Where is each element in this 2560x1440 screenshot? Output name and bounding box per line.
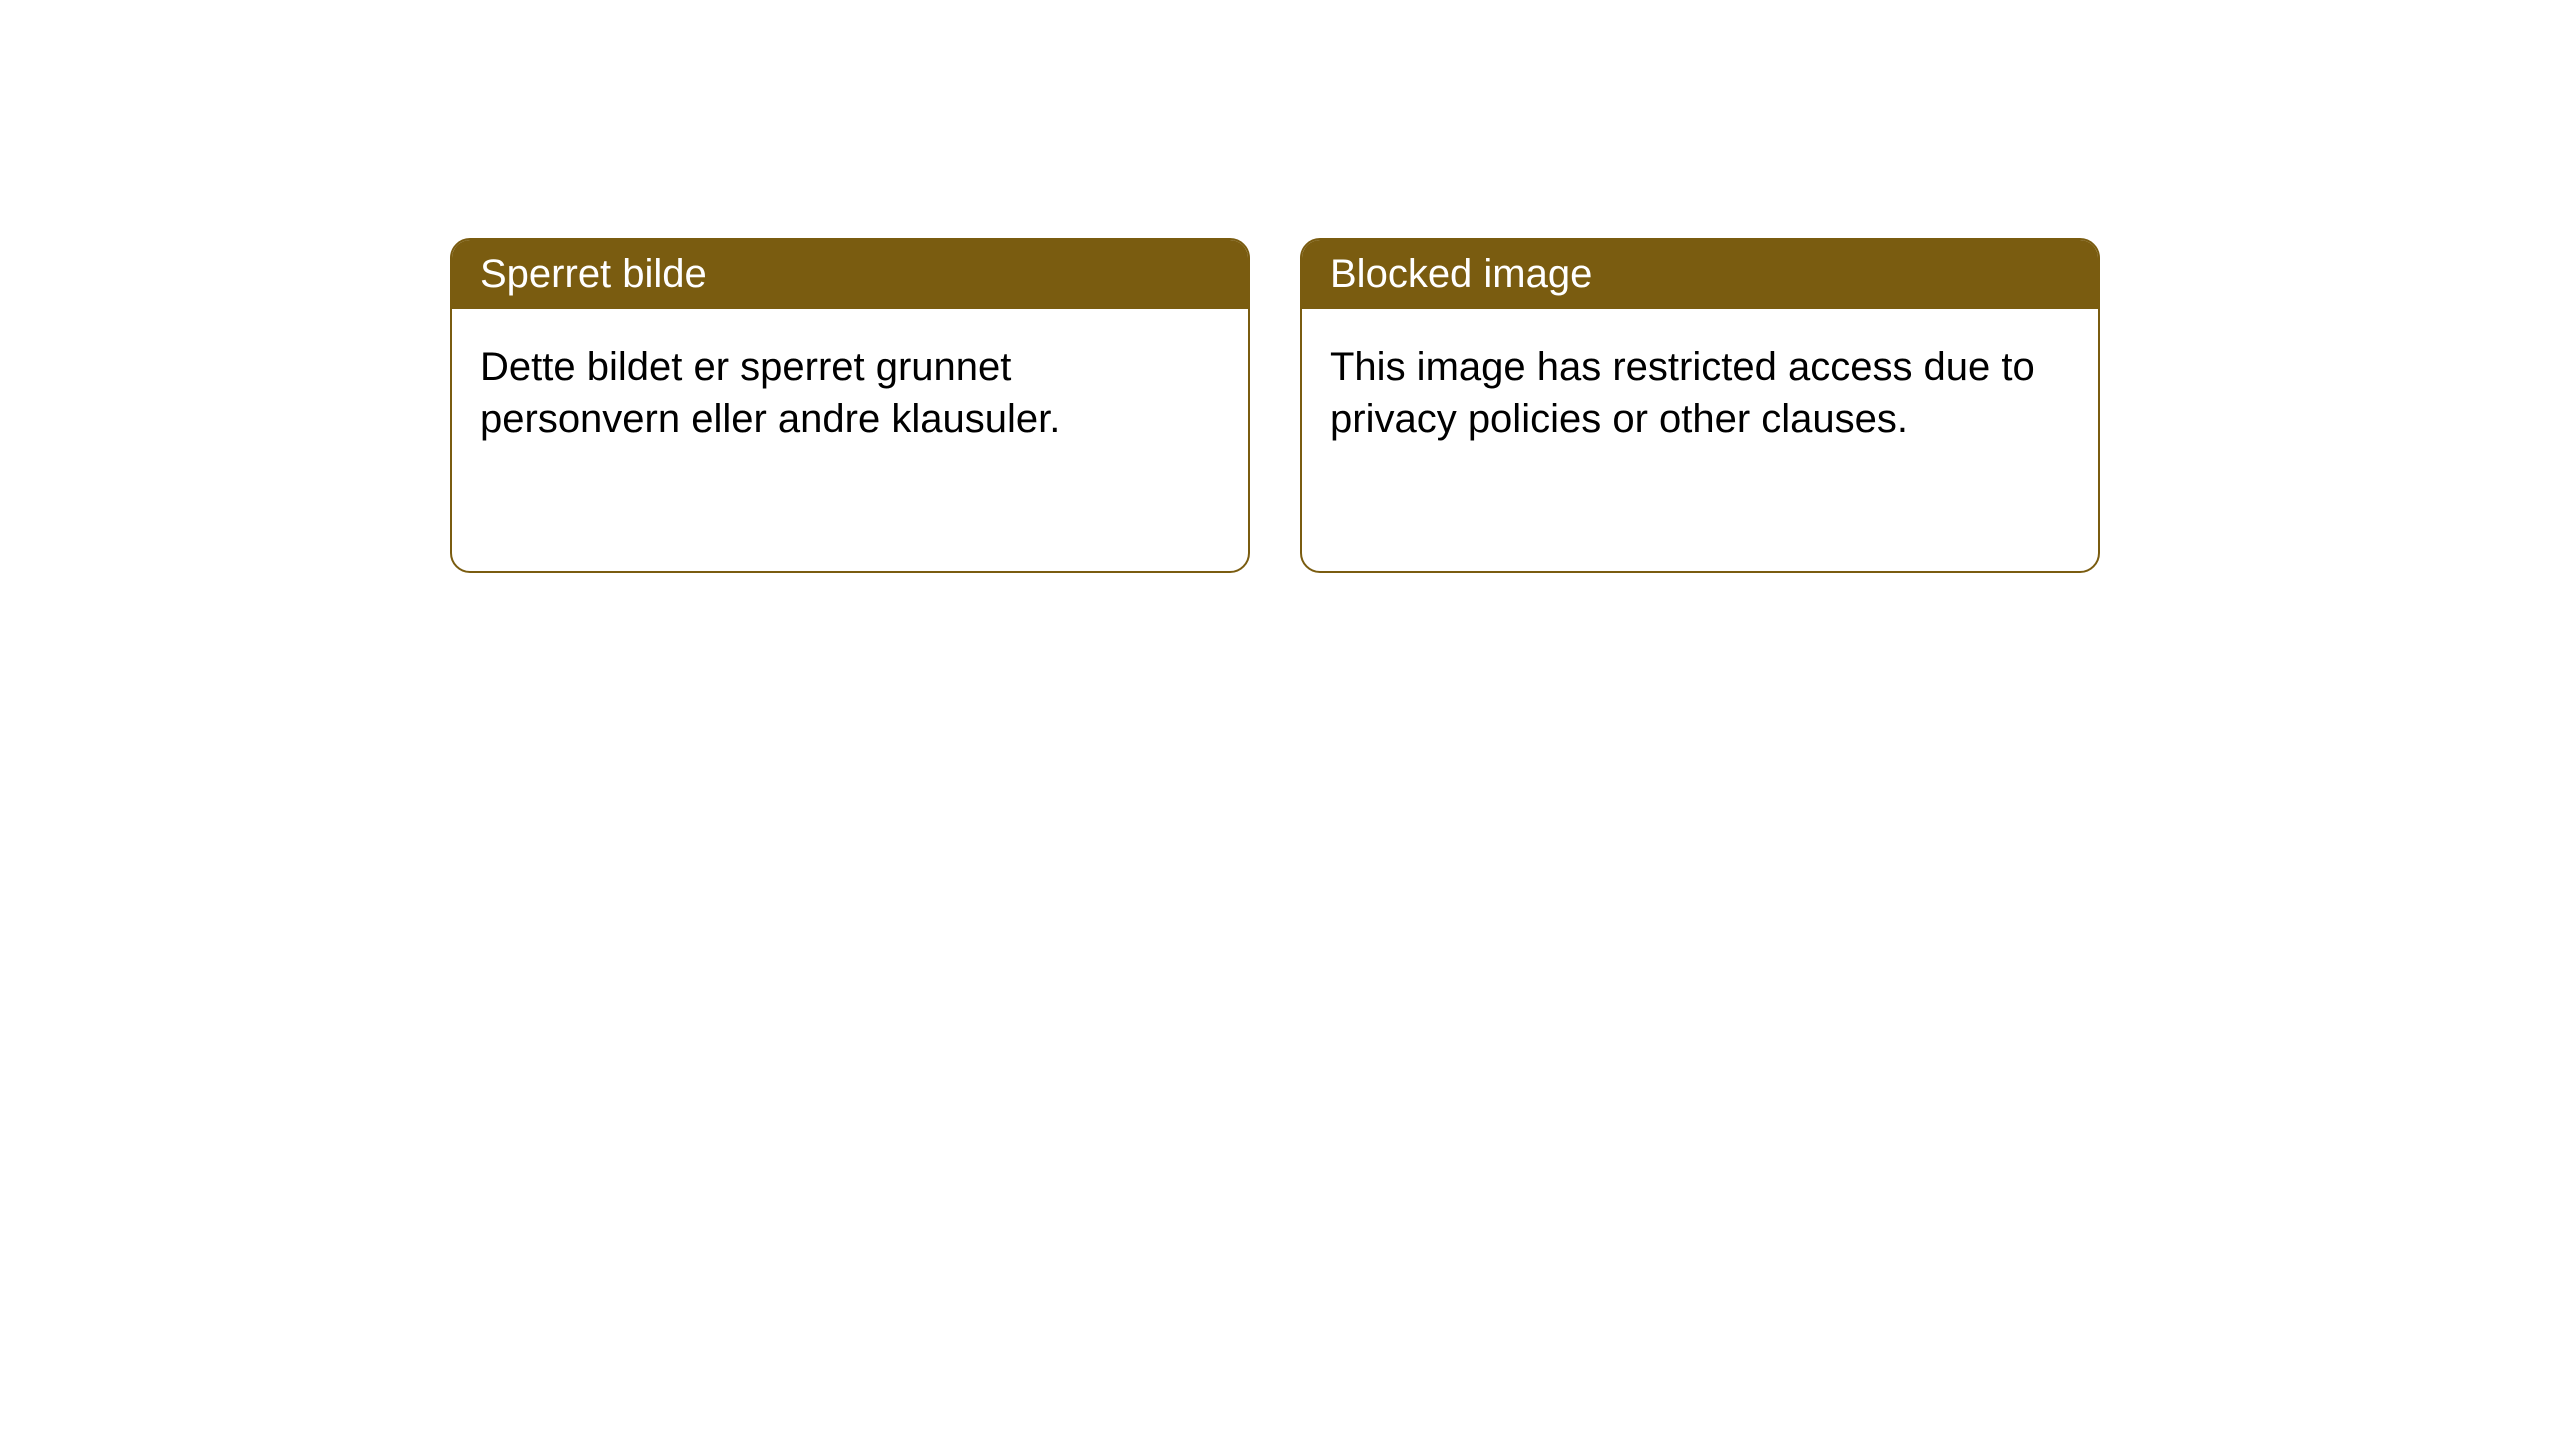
card-header: Sperret bilde [452, 240, 1248, 309]
cards-container: Sperret bilde Dette bildet er sperret gr… [0, 0, 2560, 573]
card-body-text: Dette bildet er sperret grunnet personve… [480, 345, 1060, 441]
blocked-image-card-no: Sperret bilde Dette bildet er sperret gr… [450, 238, 1250, 573]
card-body: This image has restricted access due to … [1302, 309, 2098, 477]
card-body-text: This image has restricted access due to … [1330, 345, 2035, 441]
card-title: Blocked image [1330, 252, 1592, 296]
card-body: Dette bildet er sperret grunnet personve… [452, 309, 1248, 477]
card-title: Sperret bilde [480, 252, 707, 296]
blocked-image-card-en: Blocked image This image has restricted … [1300, 238, 2100, 573]
card-header: Blocked image [1302, 240, 2098, 309]
